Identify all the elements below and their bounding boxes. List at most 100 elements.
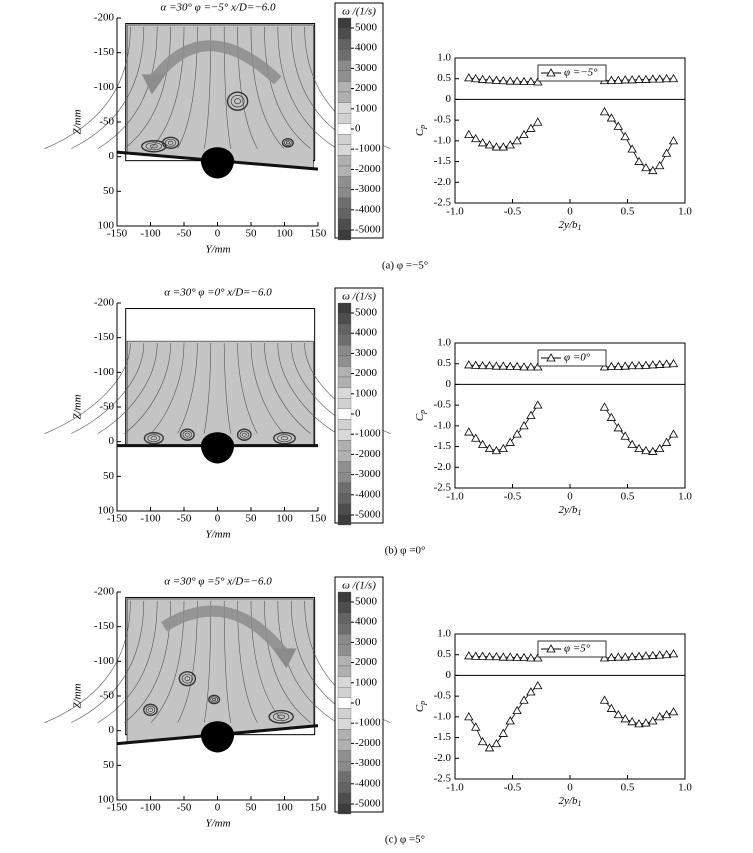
streamline: [250, 26, 285, 149]
colorbar-band: [337, 155, 352, 167]
marker: [464, 427, 474, 436]
streamline: [264, 26, 311, 149]
colorbar-band: [337, 218, 352, 230]
vortex: [281, 137, 294, 148]
colorbar-tick-label: 0: [355, 697, 361, 709]
y-axis-label: Z/mm: [72, 109, 84, 134]
vortex: [143, 431, 164, 445]
y-tick-label: -200: [94, 586, 115, 598]
x-tick-label: -0.5: [504, 491, 522, 503]
marker: [471, 433, 481, 442]
colorbar-band: [337, 792, 352, 804]
marker: [464, 651, 474, 660]
colorbar-tick-label: -3000: [355, 468, 381, 480]
colorbar-band: [337, 49, 352, 61]
y-tick-label: 50: [103, 470, 115, 482]
field-title: α =30° φ =0° x/D=−6.0: [164, 287, 272, 299]
marker: [477, 360, 488, 370]
y-axis-label-sub: p: [418, 410, 427, 415]
marker: [641, 445, 651, 455]
y-axis-label: Cp: [414, 410, 427, 421]
marker: [526, 123, 536, 132]
legend-marker: [546, 353, 556, 362]
y-tick-label: -50: [99, 690, 114, 702]
marker: [655, 160, 665, 170]
marker: [606, 703, 617, 712]
marker: [634, 156, 644, 165]
x-tick-label: 0: [567, 206, 573, 218]
marker: [498, 142, 508, 151]
colorbar-tick-label: 0: [355, 408, 361, 420]
streamline: [277, 600, 338, 723]
marker: [668, 358, 679, 368]
marker: [634, 74, 644, 83]
colorbar-band: [337, 112, 352, 124]
colorbar-band: [337, 591, 352, 603]
marker: [620, 361, 630, 370]
streamline: [71, 343, 145, 434]
marker: [655, 712, 665, 721]
x-tick-label: -50: [177, 513, 192, 525]
marker: [606, 113, 617, 122]
x-tick-label: -0.5: [504, 782, 522, 794]
streamline: [223, 343, 232, 434]
x-tick-label: -150: [107, 802, 128, 814]
marker: [641, 718, 651, 727]
colorbar-band: [337, 366, 352, 378]
colorbar-band: [337, 186, 352, 198]
legend-marker: [546, 68, 556, 77]
marker: [533, 362, 543, 371]
marker: [484, 140, 495, 149]
body: [200, 721, 235, 753]
streamline: [97, 343, 158, 434]
marker: [606, 361, 617, 371]
y-axis-label: Z/mm: [72, 394, 84, 419]
colorbar-band: [337, 676, 352, 688]
x-axis-label-main: 2y/b: [559, 219, 578, 231]
vortex: [208, 694, 221, 705]
marker: [484, 360, 495, 370]
y-tick-label: -100: [94, 366, 115, 378]
marker: [613, 361, 623, 371]
x-axis-label: Y/mm: [205, 818, 230, 830]
vortex: [226, 91, 249, 111]
colorbar-band: [337, 803, 352, 815]
colorbar-tick-label: -2000: [355, 737, 381, 749]
marker: [613, 423, 623, 432]
marker: [620, 431, 630, 440]
marker: [491, 651, 502, 661]
colorbar-tick-label: 5000: [355, 22, 378, 34]
x-axis-label-main: 2y/b: [559, 795, 578, 807]
vortex: [210, 696, 218, 703]
field-area: [126, 340, 314, 446]
streamline: [97, 26, 158, 149]
y-tick-label: 100: [98, 505, 115, 517]
vortex: [184, 676, 191, 682]
marker: [613, 121, 623, 130]
marker: [627, 651, 637, 661]
vortex: [273, 431, 296, 445]
x-tick-label: 0: [567, 782, 573, 794]
marker: [464, 73, 474, 82]
series-line: [468, 685, 674, 749]
marker: [505, 652, 515, 661]
colorbar-tick-label: -1000: [355, 143, 381, 155]
colorbar-tick-label: 0: [355, 123, 361, 135]
marker: [519, 421, 529, 430]
marker: [526, 410, 536, 419]
colorbar-band: [337, 623, 352, 635]
y-tick-label: 0: [109, 435, 115, 447]
y-tick-label: -100: [94, 81, 115, 93]
colorbar-band: [337, 471, 352, 483]
marker: [661, 437, 672, 446]
marker: [634, 443, 644, 453]
x-tick-label: 150: [310, 802, 327, 814]
streamline: [277, 26, 338, 149]
marker: [491, 361, 502, 370]
marker: [505, 716, 515, 725]
vortex: [145, 705, 156, 714]
colorbar-tick-label: 1000: [355, 387, 378, 399]
marker: [471, 133, 481, 143]
colorbar-band: [337, 771, 352, 783]
y-tick-label: 0: [446, 378, 452, 390]
